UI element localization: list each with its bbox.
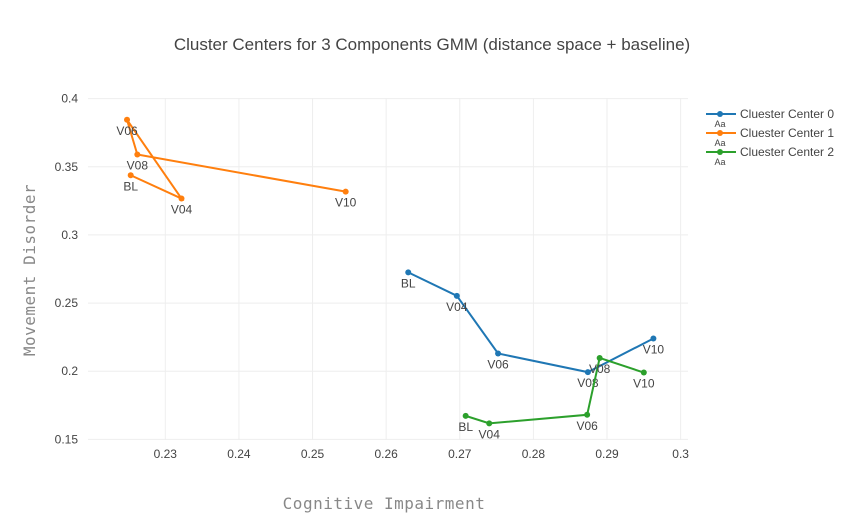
data-point[interactable] — [596, 354, 603, 361]
data-point[interactable] — [127, 172, 134, 179]
data-point[interactable] — [486, 420, 493, 427]
data-label: V10 — [643, 342, 665, 356]
data-point[interactable] — [584, 411, 591, 418]
data-point[interactable] — [640, 369, 647, 376]
data-label: V04 — [479, 427, 501, 441]
data-label: BL — [123, 179, 138, 193]
data-label: V06 — [116, 124, 138, 138]
y-tick-label: 0.35 — [55, 160, 79, 174]
legend-label: Cluester Center 2 — [740, 145, 834, 159]
series-2: BL V04 V06 V08 V10 — [458, 354, 655, 441]
x-tick-label: 0.24 — [227, 447, 251, 461]
data-point[interactable] — [453, 292, 460, 299]
x-tick-labels: 0.23 0.24 0.25 0.26 0.27 0.28 0.29 0.3 — [154, 447, 690, 461]
data-label: V06 — [576, 419, 598, 433]
chart-title: Cluster Centers for 3 Components GMM (di… — [174, 35, 690, 54]
legend-item[interactable]: Aa Cluester Center 0 — [706, 107, 834, 129]
legend-marker-icon — [717, 149, 723, 155]
y-tick-label: 0.4 — [61, 92, 78, 106]
data-point[interactable] — [462, 412, 469, 419]
legend-text-symbol: Aa — [714, 119, 725, 129]
x-tick-label: 0.23 — [154, 447, 178, 461]
x-tick-label: 0.3 — [672, 447, 689, 461]
legend-text-symbol: Aa — [714, 157, 725, 167]
data-point[interactable] — [124, 116, 131, 123]
series-line — [407, 271, 654, 374]
data-label: BL — [401, 276, 416, 290]
y-axis-title: Movement Disorder — [20, 184, 39, 356]
legend-text-symbol: Aa — [714, 138, 725, 148]
data-label: V10 — [335, 196, 357, 210]
y-tick-label: 0.15 — [55, 432, 79, 446]
data-label: BL — [458, 420, 473, 434]
legend-label: Cluester Center 1 — [740, 126, 834, 140]
data-label: V08 — [589, 362, 611, 376]
y-tick-label: 0.2 — [61, 364, 78, 378]
series-0: BL V04 V06 V08 V10 — [401, 269, 664, 390]
x-tick-label: 0.29 — [595, 447, 619, 461]
y-tick-label: 0.3 — [61, 228, 78, 242]
data-label: V10 — [633, 377, 655, 391]
series-layer: BLV04V06V08V10BLV04V06V08V10BLV04V06V08V… — [116, 116, 664, 441]
data-point[interactable] — [650, 335, 657, 342]
data-point[interactable] — [584, 369, 591, 376]
legend-item[interactable]: Aa Cluester Center 2 — [706, 145, 834, 167]
data-label: V04 — [171, 203, 193, 217]
y-tick-labels: 0.15 0.2 0.25 0.3 0.35 0.4 — [55, 92, 79, 447]
x-axis-title: Cognitive Impairment — [283, 494, 486, 513]
x-tick-label: 0.28 — [522, 447, 546, 461]
legend-marker-icon — [717, 111, 723, 117]
legend-marker-icon — [717, 130, 723, 136]
x-tick-label: 0.26 — [374, 447, 398, 461]
data-point[interactable] — [405, 269, 412, 276]
data-point[interactable] — [342, 188, 349, 195]
data-label: V08 — [127, 159, 149, 173]
x-tick-label: 0.25 — [301, 447, 325, 461]
series-1: BL V04 V06 V08 V10 — [116, 116, 357, 217]
data-label: V04 — [446, 300, 468, 314]
data-point[interactable] — [495, 350, 502, 357]
y-tick-label: 0.25 — [55, 296, 79, 310]
x-tick-label: 0.27 — [448, 447, 472, 461]
data-label: V06 — [487, 357, 509, 371]
legend-label: Cluester Center 0 — [740, 107, 834, 121]
legend-item[interactable]: Aa Cluester Center 1 — [706, 126, 834, 148]
data-point[interactable] — [178, 195, 185, 202]
data-point[interactable] — [134, 151, 141, 158]
